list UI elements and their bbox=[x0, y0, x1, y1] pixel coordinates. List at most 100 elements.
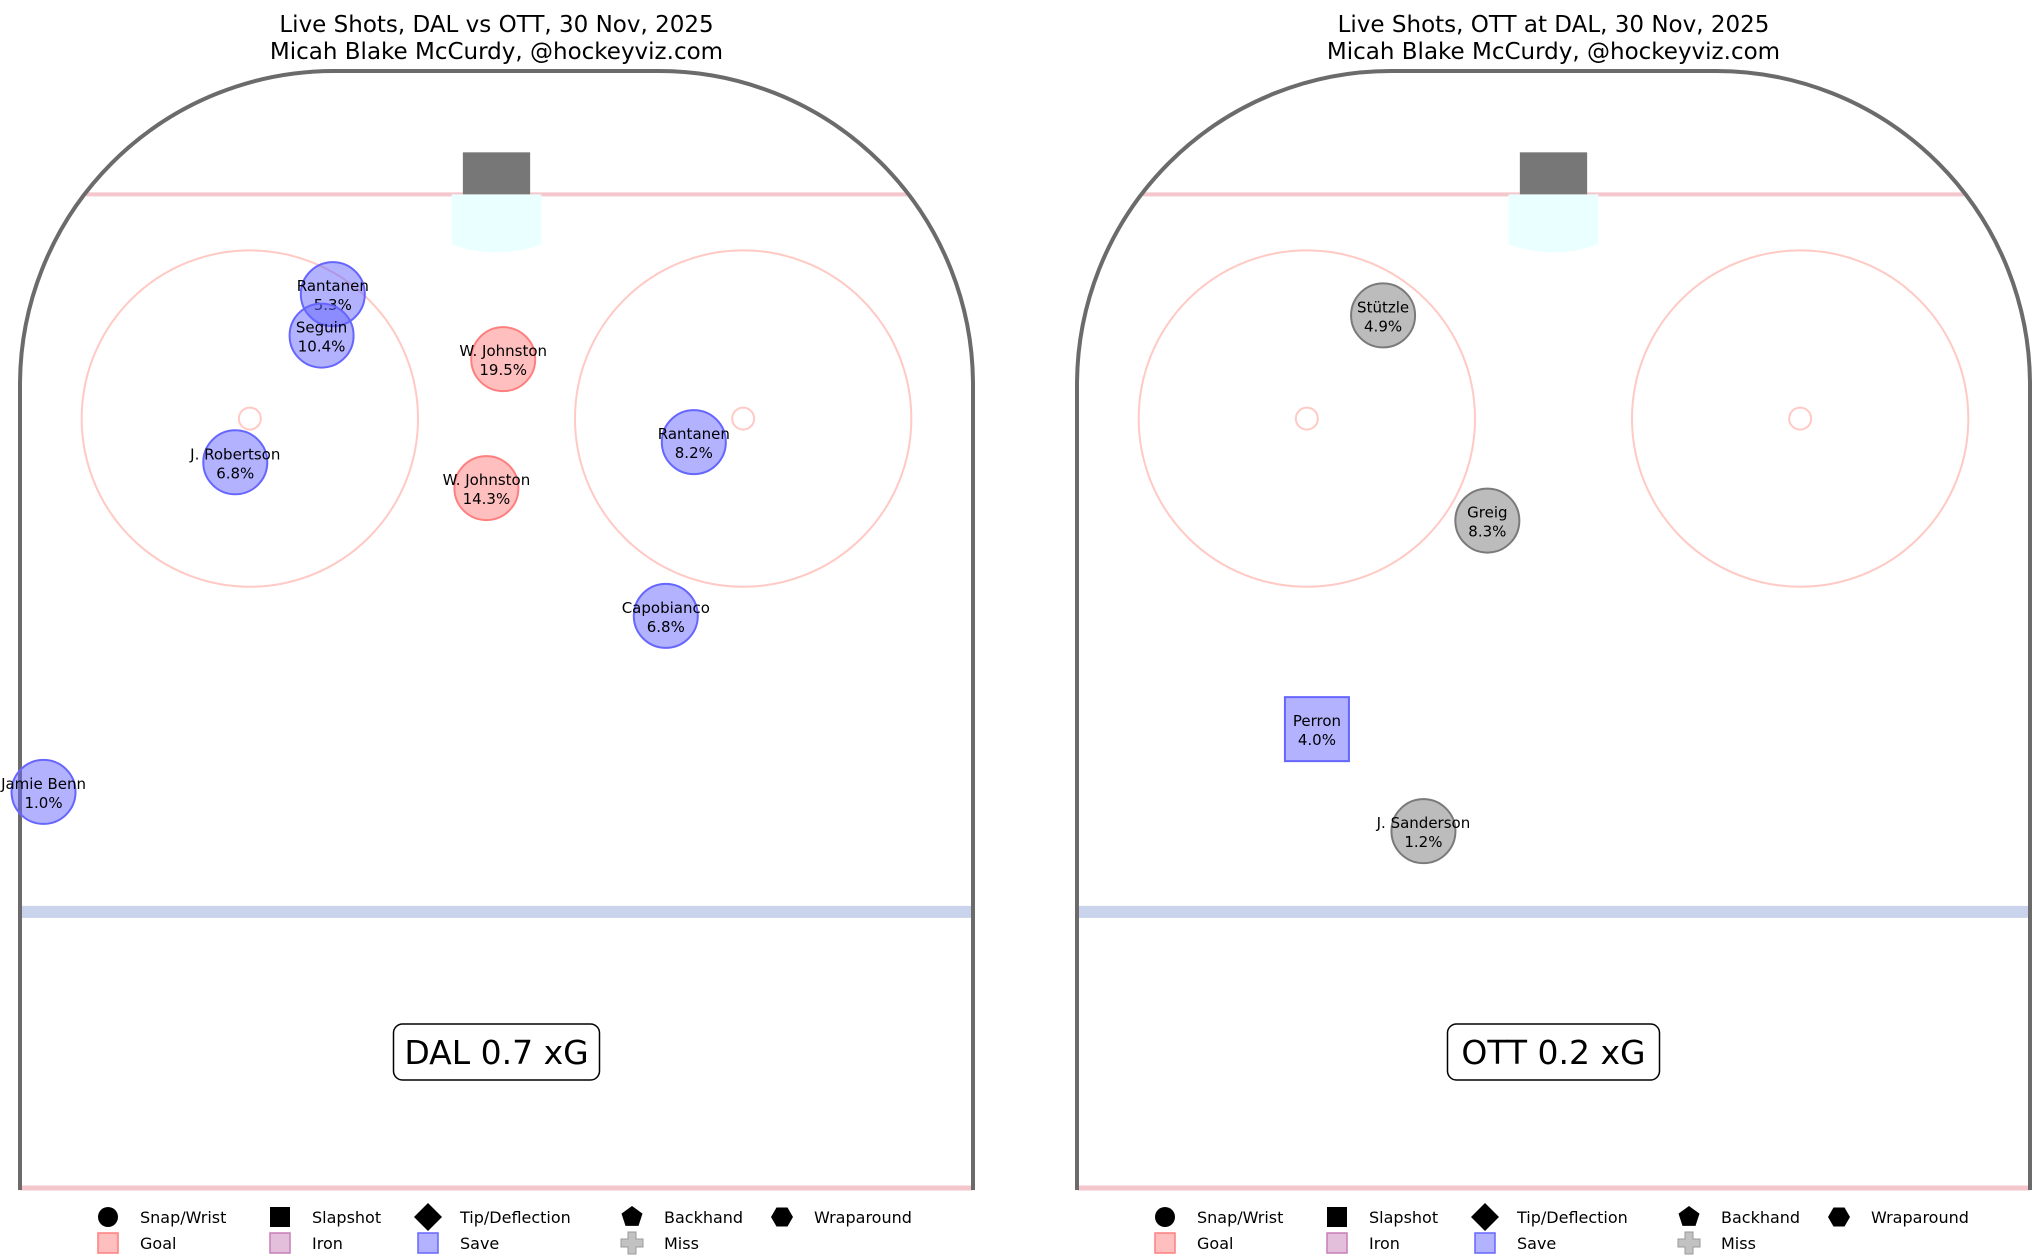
rink-boards bbox=[1075, 69, 2032, 1190]
shot-marker-circle bbox=[470, 326, 537, 393]
legend-label: Iron bbox=[1369, 1234, 1400, 1253]
shot-marker-circle bbox=[202, 429, 269, 496]
legend-label: Save bbox=[1517, 1234, 1556, 1253]
legend-label: Wraparound bbox=[814, 1208, 912, 1227]
legend-hexagon-icon bbox=[1828, 1207, 1850, 1227]
shot-player-label: Stützle bbox=[1357, 298, 1409, 316]
legend-label: Snap/Wrist bbox=[140, 1208, 226, 1227]
faceoff-dot bbox=[1788, 406, 1813, 431]
legend-pentagon-icon bbox=[1678, 1206, 1700, 1226]
goal-net bbox=[462, 152, 531, 195]
legend-label: Miss bbox=[1721, 1234, 1756, 1253]
shot-player-label: Seguin bbox=[296, 319, 347, 337]
shot-marker-circle bbox=[10, 758, 77, 825]
legend-diamond-icon bbox=[414, 1203, 442, 1231]
legend: Snap/Wrist Slapshot Tip/Deflection Backhand… bbox=[97, 1203, 912, 1255]
shot-xg-label: 8.3% bbox=[1468, 523, 1506, 541]
faceoff-dot bbox=[731, 406, 756, 431]
goal-crease bbox=[451, 194, 542, 253]
faceoff-circle bbox=[573, 249, 913, 588]
legend: Snap/Wrist Slapshot Tip/Deflection Backhand… bbox=[1154, 1203, 1969, 1255]
blue-line bbox=[20, 905, 973, 918]
chart-subtitle: Micah Blake McCurdy, @hockeyviz.com bbox=[270, 39, 723, 65]
legend-label: Tip/Deflection bbox=[459, 1208, 571, 1227]
xg-total-box bbox=[1446, 1023, 1661, 1081]
legend-label: Wraparound bbox=[1871, 1208, 1969, 1227]
legend-diamond-icon bbox=[1471, 1203, 1499, 1231]
rink-boards bbox=[18, 69, 975, 1190]
goal-net bbox=[1519, 152, 1588, 195]
faceoff-circle bbox=[1137, 249, 1477, 588]
shot-xg-label: 14.3% bbox=[463, 490, 511, 508]
shot-player-label: Rantanen bbox=[297, 277, 369, 295]
shot-marker-circle bbox=[1454, 487, 1521, 554]
shot-xg-label: 4.9% bbox=[1364, 317, 1402, 335]
legend-circle-icon bbox=[1155, 1207, 1175, 1227]
legend-label: Save bbox=[460, 1234, 499, 1253]
chart-title: Live Shots, OTT at DAL, 30 Nov, 2025 bbox=[1338, 12, 1770, 38]
shot-player-label: J. Robertson bbox=[189, 445, 280, 463]
xg-total-box bbox=[392, 1023, 601, 1081]
shot-marker-square bbox=[1283, 696, 1350, 763]
legend-label: Slapshot bbox=[312, 1208, 381, 1227]
shot-player-label: Jamie Benn bbox=[0, 775, 86, 793]
shot-player-label: J. Sanderson bbox=[1376, 814, 1471, 832]
legend-square-icon bbox=[1327, 1207, 1347, 1227]
shot-marker-circle bbox=[1390, 798, 1457, 865]
shot-xg-label: 10.4% bbox=[298, 338, 346, 356]
faceoff-dot bbox=[1294, 406, 1319, 431]
faceoff-dot bbox=[237, 406, 262, 431]
legend-outcome-square-icon bbox=[417, 1232, 439, 1254]
shot-player-label: Perron bbox=[1293, 712, 1341, 730]
legend-plus-icon bbox=[620, 1231, 644, 1255]
legend-outcome-square-icon bbox=[1474, 1232, 1496, 1254]
shot-xg-label: 1.2% bbox=[1404, 833, 1442, 851]
shot-marker-circle bbox=[288, 302, 355, 369]
legend-hexagon-icon bbox=[771, 1207, 793, 1227]
chart-title: Live Shots, DAL vs OTT, 30 Nov, 2025 bbox=[279, 12, 713, 38]
shot-marker-circle bbox=[632, 582, 699, 649]
legend-label: Snap/Wrist bbox=[1197, 1208, 1283, 1227]
legend-plus-icon bbox=[1677, 1231, 1701, 1255]
xg-total-label: OTT 0.2 xG bbox=[1461, 1033, 1645, 1072]
shot-xg-label: 6.8% bbox=[216, 464, 254, 482]
shot-xg-label: 4.0% bbox=[1298, 731, 1336, 749]
shot-xg-label: 1.0% bbox=[24, 794, 62, 812]
legend-label: Goal bbox=[1197, 1234, 1233, 1253]
legend-label: Tip/Deflection bbox=[1516, 1208, 1628, 1227]
shot-player-label: Capobianco bbox=[622, 599, 710, 617]
legend-outcome-square-icon bbox=[1154, 1232, 1176, 1254]
shot-xg-label: 8.2% bbox=[675, 444, 713, 462]
shot-marker-circle bbox=[660, 409, 727, 476]
legend-label: Miss bbox=[664, 1234, 699, 1253]
legend-circle-icon bbox=[98, 1207, 118, 1227]
blue-line bbox=[1077, 905, 2030, 918]
rink-panel-1: Live Shots, DAL vs OTT, 30 Nov, 2025Mica… bbox=[0, 12, 975, 1255]
rink-panel-2: Live Shots, OTT at DAL, 30 Nov, 2025Mica… bbox=[1075, 12, 2032, 1255]
xg-total-label: DAL 0.7 xG bbox=[404, 1033, 588, 1072]
legend-outcome-square-icon bbox=[97, 1232, 119, 1254]
shot-player-label: Greig bbox=[1467, 504, 1507, 522]
legend-label: Backhand bbox=[664, 1208, 743, 1227]
faceoff-circle bbox=[80, 249, 420, 588]
chart-subtitle: Micah Blake McCurdy, @hockeyviz.com bbox=[1327, 39, 1780, 65]
legend-label: Slapshot bbox=[1369, 1208, 1438, 1227]
legend-label: Goal bbox=[140, 1234, 176, 1253]
shot-player-label: Rantanen bbox=[658, 425, 730, 443]
shot-marker-circle bbox=[1350, 282, 1417, 349]
legend-square-icon bbox=[270, 1207, 290, 1227]
shot-xg-label: 19.5% bbox=[479, 361, 527, 379]
shot-xg-label: 6.8% bbox=[647, 618, 685, 636]
